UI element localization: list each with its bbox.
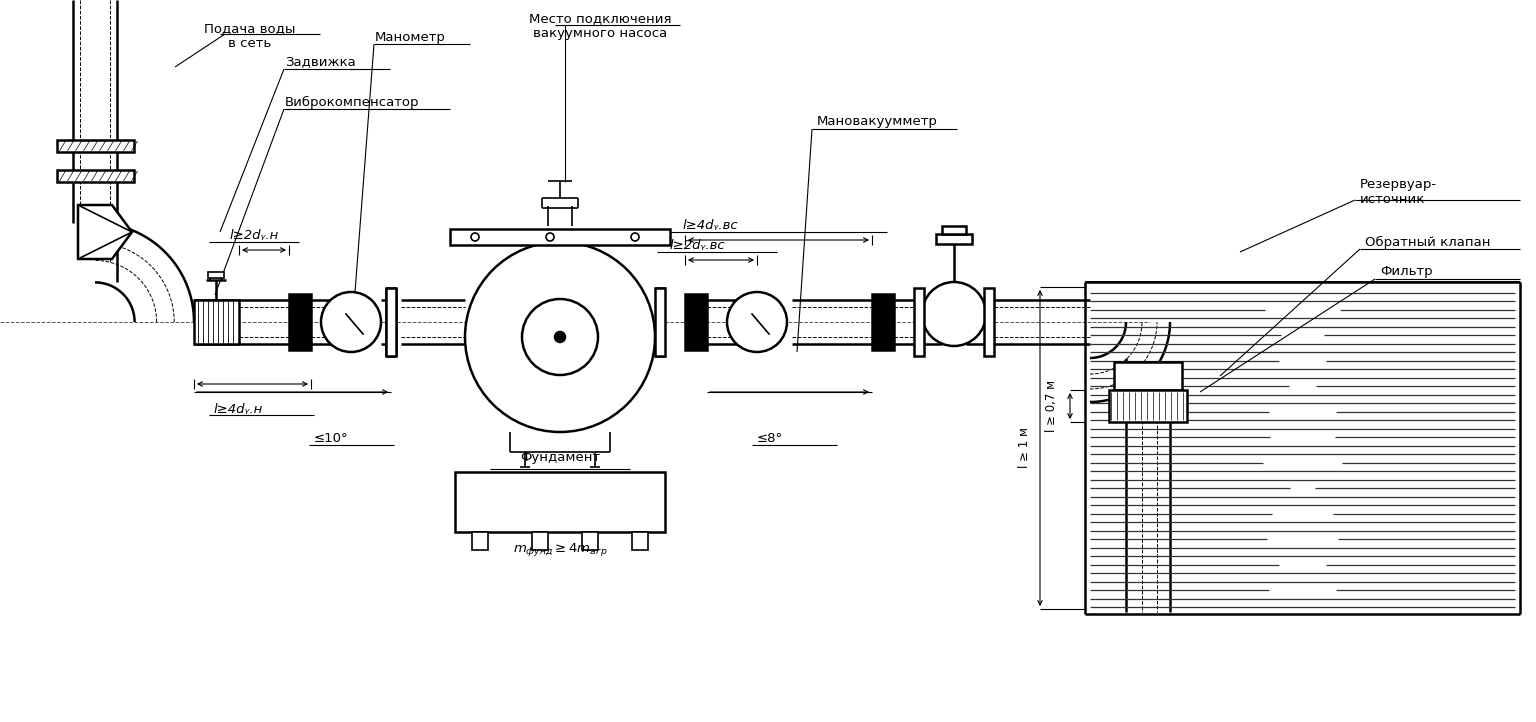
Bar xyxy=(872,294,894,350)
Bar xyxy=(685,294,707,350)
Text: ≤8°: ≤8° xyxy=(757,432,783,445)
Text: Фундамент: Фундамент xyxy=(521,451,601,464)
Bar xyxy=(289,294,310,350)
Text: Резервуар-
источник: Резервуар- источник xyxy=(1359,178,1438,206)
Text: Подача воды
в сеть: Подача воды в сеть xyxy=(204,22,296,50)
Bar xyxy=(455,472,665,532)
Text: l≥4dᵧ.н: l≥4dᵧ.н xyxy=(214,402,263,415)
Text: l ≥ 0,7 м: l ≥ 0,7 м xyxy=(1046,380,1058,432)
Bar xyxy=(531,532,548,550)
Bar xyxy=(985,288,994,356)
Circle shape xyxy=(922,282,986,346)
Bar xyxy=(631,532,648,550)
Bar xyxy=(942,226,966,234)
Text: l ≥ 1 м: l ≥ 1 м xyxy=(1017,427,1031,469)
Circle shape xyxy=(727,292,786,352)
Text: Фильтр: Фильтр xyxy=(1379,266,1433,279)
Bar xyxy=(654,288,665,356)
Circle shape xyxy=(554,332,565,342)
Text: Место подключения
вакуумного насоса: Место подключения вакуумного насоса xyxy=(528,12,671,40)
Bar xyxy=(582,532,598,550)
Text: Задвижка: Задвижка xyxy=(286,56,356,69)
Circle shape xyxy=(522,299,598,375)
Text: l≥2dᵧ.вс: l≥2dᵧ.вс xyxy=(670,240,725,253)
Circle shape xyxy=(465,242,654,432)
Text: l≥4dᵧ.вс: l≥4dᵧ.вс xyxy=(682,219,737,232)
Bar xyxy=(472,532,488,550)
Bar xyxy=(1114,362,1183,390)
Text: l≥2dᵧ.н: l≥2dᵧ.н xyxy=(229,230,278,243)
Circle shape xyxy=(631,233,639,241)
Text: ≤10°: ≤10° xyxy=(313,432,349,445)
Bar xyxy=(207,272,224,278)
Bar xyxy=(914,288,925,356)
Text: $m_{фунд} \geq 4m_{агр}$: $m_{фунд} \geq 4m_{агр}$ xyxy=(513,542,607,559)
Circle shape xyxy=(472,233,479,241)
Bar xyxy=(386,288,396,356)
Text: Манометр: Манометр xyxy=(375,30,445,43)
Text: Виброкомпенсатор: Виброкомпенсатор xyxy=(286,95,419,108)
Bar xyxy=(194,300,240,344)
Circle shape xyxy=(545,233,554,241)
Circle shape xyxy=(321,292,381,352)
Bar xyxy=(935,234,972,244)
Bar xyxy=(57,170,134,182)
Bar xyxy=(1109,390,1187,422)
Text: Мановакуумметр: Мановакуумметр xyxy=(817,116,938,129)
Bar xyxy=(450,229,670,245)
Polygon shape xyxy=(78,205,132,259)
Text: Обратный клапан: Обратный клапан xyxy=(1366,235,1490,248)
Bar xyxy=(57,140,134,152)
